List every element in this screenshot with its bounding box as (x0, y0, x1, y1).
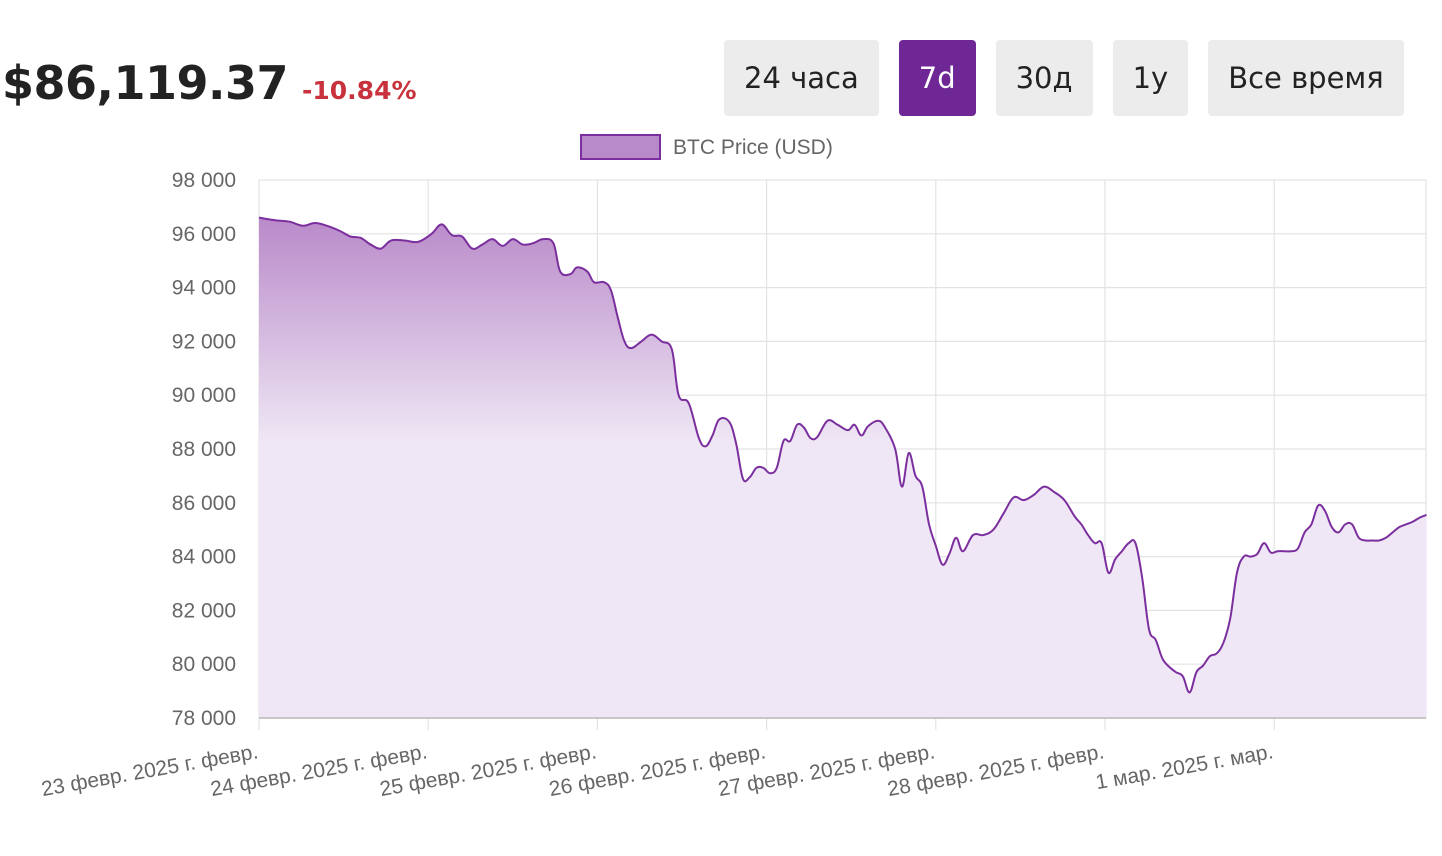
series-line (258, 216, 1427, 694)
range-1y-button[interactable]: 1y (1112, 40, 1189, 116)
series-layer (258, 216, 1427, 719)
y-axis: 98 000 96 000 94 000 92 000 90 000 88 000 86 0… (172, 169, 236, 730)
y-tick-label: 98 000 (172, 169, 236, 192)
price-summary: $86,119.37 -10.84% (2, 56, 417, 110)
y-tick-label: 90 000 (172, 384, 236, 407)
legend-swatch (580, 134, 661, 160)
y-tick-label: 96 000 (172, 223, 236, 246)
y-tick-label: 86 000 (172, 492, 236, 515)
range-24h-button[interactable]: 24 часа (724, 40, 879, 116)
time-range-selector: 24 часа 7d 30д 1y Все время (724, 40, 1404, 116)
y-tick-label: 78 000 (172, 707, 236, 730)
price-change: -10.84% (302, 76, 417, 105)
chart-legend[interactable]: BTC Price (USD) (580, 134, 833, 160)
range-30d-button[interactable]: 30д (995, 40, 1093, 116)
legend-label: BTC Price (USD) (673, 136, 833, 159)
y-tick-label: 94 000 (172, 277, 236, 300)
x-axis: 23 февр. 2025 г. февр.24 февр. 2025 г. ф… (40, 740, 1275, 801)
y-tick-label: 88 000 (172, 438, 236, 461)
series-area (259, 217, 1427, 718)
y-tick-label: 84 000 (172, 546, 236, 569)
y-tick-label: 92 000 (172, 330, 236, 353)
range-all-time-button[interactable]: Все время (1208, 40, 1404, 116)
current-price: $86,119.37 (2, 56, 289, 110)
y-tick-label: 82 000 (172, 599, 236, 622)
x-tick-label: 1 мар. 2025 г. мар. (1094, 740, 1275, 794)
y-tick-label: 80 000 (172, 653, 236, 676)
range-7d-button[interactable]: 7d (898, 40, 976, 116)
